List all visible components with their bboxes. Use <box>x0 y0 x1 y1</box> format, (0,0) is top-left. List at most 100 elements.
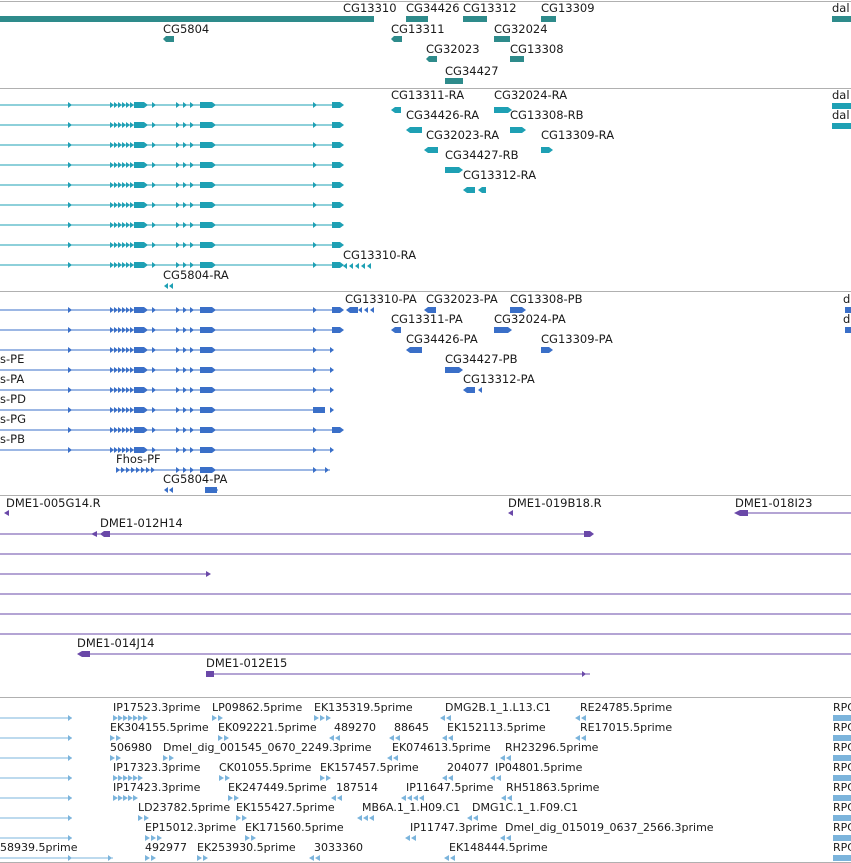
exon-arrow[interactable] <box>122 447 126 453</box>
exon-block[interactable] <box>541 147 549 153</box>
exon-arrow[interactable] <box>313 162 317 168</box>
exon-arrow[interactable] <box>152 387 156 393</box>
exon-arrow[interactable] <box>183 182 187 188</box>
exon-arrow[interactable] <box>144 242 148 248</box>
exon-arrow[interactable] <box>393 755 398 761</box>
exon-arrow[interactable] <box>126 142 130 148</box>
exon-arrow[interactable] <box>122 347 126 353</box>
exon-block[interactable] <box>832 103 851 109</box>
exon-arrow[interactable] <box>490 775 495 781</box>
exon-arrow[interactable] <box>406 127 410 133</box>
exon-arrow[interactable] <box>114 387 118 393</box>
exon-arrow[interactable] <box>68 387 72 393</box>
exon-arrow[interactable] <box>355 263 359 269</box>
exon-arrow[interactable] <box>212 387 216 393</box>
exon-arrow[interactable] <box>114 347 118 353</box>
exon-arrow[interactable] <box>68 815 72 821</box>
exon-arrow[interactable] <box>126 222 130 228</box>
exon-arrow[interactable] <box>114 122 118 128</box>
exon-arrow[interactable] <box>118 142 122 148</box>
gene-feature[interactable] <box>163 36 174 42</box>
exon-arrow[interactable] <box>313 262 317 268</box>
exon-block[interactable] <box>445 367 459 373</box>
exon-arrow[interactable] <box>122 162 126 168</box>
exon-block[interactable] <box>200 182 212 188</box>
exon-arrow[interactable] <box>176 427 180 433</box>
exon-arrow[interactable] <box>575 735 580 741</box>
exon-arrow[interactable] <box>190 262 194 268</box>
exon-arrow[interactable] <box>152 242 156 248</box>
clone-feature[interactable] <box>582 671 586 677</box>
exon-arrow[interactable] <box>118 775 123 781</box>
exon-arrow[interactable] <box>130 367 134 373</box>
exon-arrow[interactable] <box>176 347 180 353</box>
exon-arrow[interactable] <box>144 222 148 228</box>
exon-block[interactable] <box>482 187 486 193</box>
exon-arrow[interactable] <box>212 242 216 248</box>
exon-arrow[interactable] <box>331 795 336 801</box>
exon-block[interactable] <box>332 142 340 148</box>
exon-block[interactable] <box>134 182 144 188</box>
exon-arrow[interactable] <box>448 735 453 741</box>
exon-arrow[interactable] <box>151 855 156 861</box>
exon-arrow[interactable] <box>459 167 463 173</box>
exon-arrow[interactable] <box>176 407 180 413</box>
exon-arrow[interactable] <box>190 447 194 453</box>
exon-arrow[interactable] <box>157 835 162 841</box>
exon-arrow[interactable] <box>501 795 506 801</box>
exon-arrow[interactable] <box>110 387 114 393</box>
exon-arrow[interactable] <box>118 347 122 353</box>
exon-arrow[interactable] <box>110 262 114 268</box>
exon-arrow[interactable] <box>212 222 216 228</box>
exon-arrow[interactable] <box>343 263 347 269</box>
exon-arrow[interactable] <box>128 715 133 721</box>
exon-arrow[interactable] <box>450 855 455 861</box>
exon-arrow[interactable] <box>145 855 150 861</box>
gene-feature[interactable] <box>344 16 374 22</box>
exon-arrow[interactable] <box>313 122 317 128</box>
exon-arrow[interactable] <box>110 102 114 108</box>
exon-arrow[interactable] <box>176 387 180 393</box>
exon-arrow[interactable] <box>212 327 216 333</box>
exon-arrow[interactable] <box>114 427 118 433</box>
exon-arrow[interactable] <box>130 102 134 108</box>
exon-arrow[interactable] <box>136 467 140 473</box>
exon-block[interactable] <box>833 855 851 861</box>
exon-arrow[interactable] <box>309 855 314 861</box>
exon-arrow[interactable] <box>190 142 194 148</box>
exon-arrow[interactable] <box>169 755 174 761</box>
exon-arrow[interactable] <box>130 242 134 248</box>
exon-arrow[interactable] <box>144 347 148 353</box>
exon-arrow[interactable] <box>122 142 126 148</box>
exon-arrow[interactable] <box>68 855 72 861</box>
exon-arrow[interactable] <box>549 147 553 153</box>
exon-arrow[interactable] <box>113 715 118 721</box>
exon-arrow[interactable] <box>130 262 134 268</box>
exon-arrow[interactable] <box>424 307 428 313</box>
exon-block[interactable] <box>200 427 212 433</box>
exon-arrow[interactable] <box>183 407 187 413</box>
exon-block[interactable] <box>200 467 212 473</box>
exon-block[interactable] <box>332 102 340 108</box>
exon-arrow[interactable] <box>110 162 114 168</box>
exon-arrow[interactable] <box>389 735 394 741</box>
exon-arrow[interactable] <box>152 162 156 168</box>
exon-arrow[interactable] <box>212 407 216 413</box>
exon-block[interactable] <box>494 107 508 113</box>
exon-arrow[interactable] <box>114 102 118 108</box>
exon-arrow[interactable] <box>203 855 208 861</box>
exon-arrow[interactable] <box>367 263 371 269</box>
exon-arrow[interactable] <box>118 307 122 313</box>
exon-arrow[interactable] <box>190 122 194 128</box>
exon-block[interactable] <box>332 327 340 333</box>
exon-arrow[interactable] <box>152 367 156 373</box>
exon-arrow[interactable] <box>340 102 344 108</box>
exon-arrow[interactable] <box>313 182 317 188</box>
exon-arrow[interactable] <box>446 715 451 721</box>
exon-arrow[interactable] <box>68 775 72 781</box>
exon-arrow[interactable] <box>508 327 512 333</box>
exon-arrow[interactable] <box>313 102 317 108</box>
transcripts-ra-track[interactable]: CG13311-RA CG32024-RA dal CG34426-RA CG1… <box>0 88 851 289</box>
exon-arrow[interactable] <box>190 222 194 228</box>
exon-arrow[interactable] <box>364 307 368 313</box>
